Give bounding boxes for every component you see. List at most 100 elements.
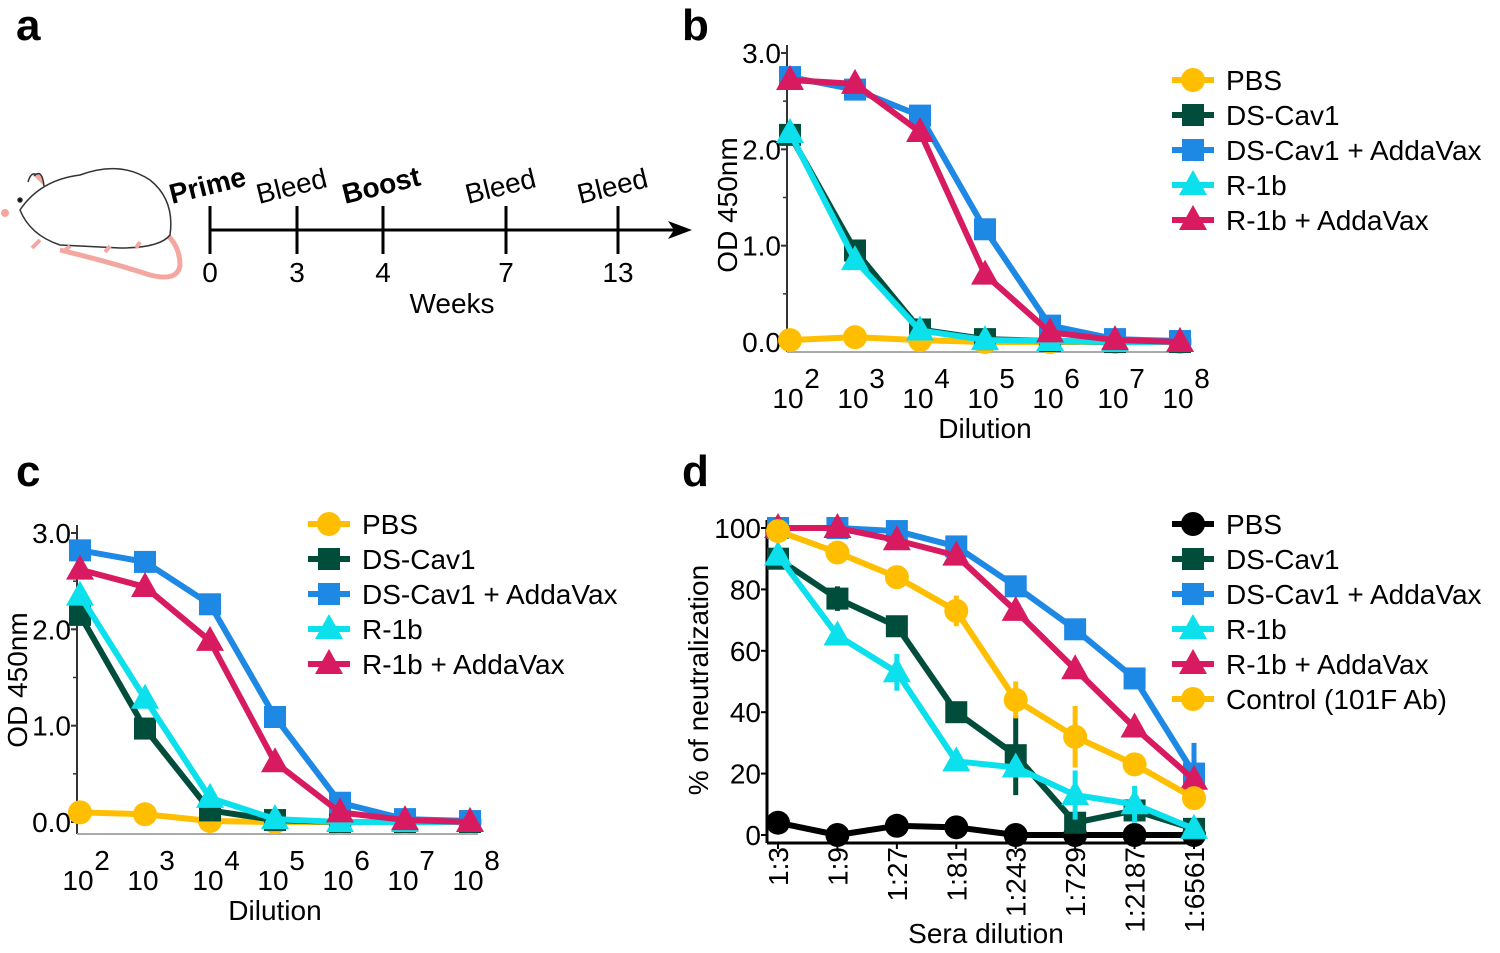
legend-item: PBS [308,509,418,540]
x-axis-title: Sera dilution [908,918,1064,949]
data-point [841,245,869,271]
legend-marker [318,548,340,570]
data-point [456,807,484,832]
x-tick-label-base: 10 [257,865,288,896]
legend-marker [1181,68,1205,92]
data-point [882,657,911,683]
x-tick-label-exponent: 3 [159,845,175,876]
legend-marker [1181,512,1205,536]
y-tick-label: 60 [730,636,761,667]
x-tick-label-exponent: 5 [999,363,1015,394]
data-point [823,620,852,646]
legend-item: DS-Cav1 + AddaVax [1172,135,1482,166]
x-axis-title: Weeks [409,288,494,319]
x-tick-label: 1:3 [763,847,794,886]
y-tick-label: 3.0 [32,518,71,549]
x-tick-label-base: 10 [62,865,93,896]
event-label: Boost [339,161,423,210]
y-tick-label: 80 [730,574,761,605]
x-tick-label-exponent: 7 [419,845,435,876]
week-label: 4 [375,257,391,288]
x-tick-label-base: 10 [127,865,158,896]
x-tick-label-exponent: 2 [94,845,110,876]
event-label: Bleed [574,162,651,209]
legend-label: R-1b + AddaVax [1226,205,1429,236]
legend-item: DS-Cav1 [1172,100,1340,131]
y-tick-label: 2.0 [742,134,781,165]
data-point [264,705,286,728]
y-axis-title: % of neutralization [683,565,714,795]
legend-item: DS-Cav1 [308,544,476,575]
mouse-illustration [1,167,183,280]
y-tick-label: 3.0 [742,38,781,69]
data-point [944,815,969,840]
legend-item: R-1b + AddaVax [1172,205,1429,236]
data-point [1036,317,1064,343]
data-point [944,598,969,623]
data-point [1003,823,1028,847]
x-tick-label-base: 10 [322,865,353,896]
legend-marker [318,583,340,605]
event-label: Prime [166,161,249,210]
series-r-1b-addavax [776,64,1194,352]
chart-b: 0.01.02.03.0102103104105106107108Dilutio… [712,38,1482,444]
data-point [133,802,157,827]
data-point [885,615,908,638]
data-point [134,550,156,573]
legend-item: PBS [1172,509,1282,540]
y-axis-title: OD 450nm [712,137,743,272]
data-point [1064,811,1087,834]
legend-label: DS-Cav1 [1226,544,1340,575]
data-point [66,580,94,606]
data-point [1001,752,1030,778]
legend-item: R-1b [308,614,423,645]
data-point [843,325,867,350]
data-point [766,810,790,835]
legend-marker [1182,583,1204,605]
y-tick-label: 1.0 [742,231,781,262]
event-label: Bleed [462,162,539,209]
data-point [1101,325,1129,351]
legend-item: DS-Cav1 + AddaVax [1172,579,1482,610]
x-tick-label-exponent: 4 [224,845,240,876]
series-ds-cav1 [767,547,1205,840]
x-tick-label-exponent: 2 [804,363,820,394]
data-point [945,701,968,724]
immunization-timeline: 0 Prime 3 Bleed 4 Boost 7 Bleed 13 Bleed Weeks [166,161,692,319]
data-point [971,325,999,351]
panel-label-b: b [682,1,709,50]
panel-label-d: d [682,447,709,496]
data-point [776,117,804,143]
legend-label: DS-Cav1 [1226,100,1340,131]
legend-label: R-1b + AddaVax [362,649,565,680]
series-r-1b-addavax [764,513,1208,790]
x-tick-label-base: 10 [387,865,418,896]
legend-label: R-1b [362,614,423,645]
x-tick-label-base: 10 [1032,383,1063,414]
data-point [766,519,790,544]
legend-marker [315,614,343,639]
x-tick-label-exponent: 3 [869,363,885,394]
data-point [68,800,92,825]
x-tick-label: 1:729 [1060,847,1091,917]
data-point [778,328,802,353]
data-point [391,805,419,831]
legend-item: DS-Cav1 + AddaVax [308,579,618,610]
data-point [1003,687,1028,712]
legend-item: R-1b [1172,170,1287,201]
legend-label: DS-Cav1 [362,544,476,575]
data-point [909,104,931,127]
y-tick-label: 0.0 [32,807,71,838]
x-tick-label-exponent: 6 [354,845,370,876]
data-point [826,587,849,610]
x-tick-label-base: 10 [452,865,483,896]
y-tick-label: 1.0 [32,711,71,742]
legend-item: Control (101F Ab) [1172,684,1447,715]
x-tick-label: 1:6561 [1179,847,1210,933]
data-point [1120,789,1149,815]
legend-label: R-1b [1226,614,1287,645]
legend-marker [315,649,343,674]
panel-label-c: c [16,447,40,496]
event-label: Bleed [253,162,330,209]
data-point [884,565,909,590]
